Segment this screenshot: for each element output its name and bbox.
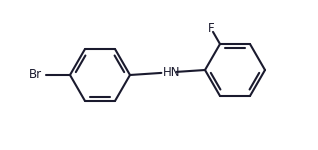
Text: Br: Br [29,69,42,81]
Text: F: F [208,22,214,35]
Text: HN: HN [162,66,180,79]
